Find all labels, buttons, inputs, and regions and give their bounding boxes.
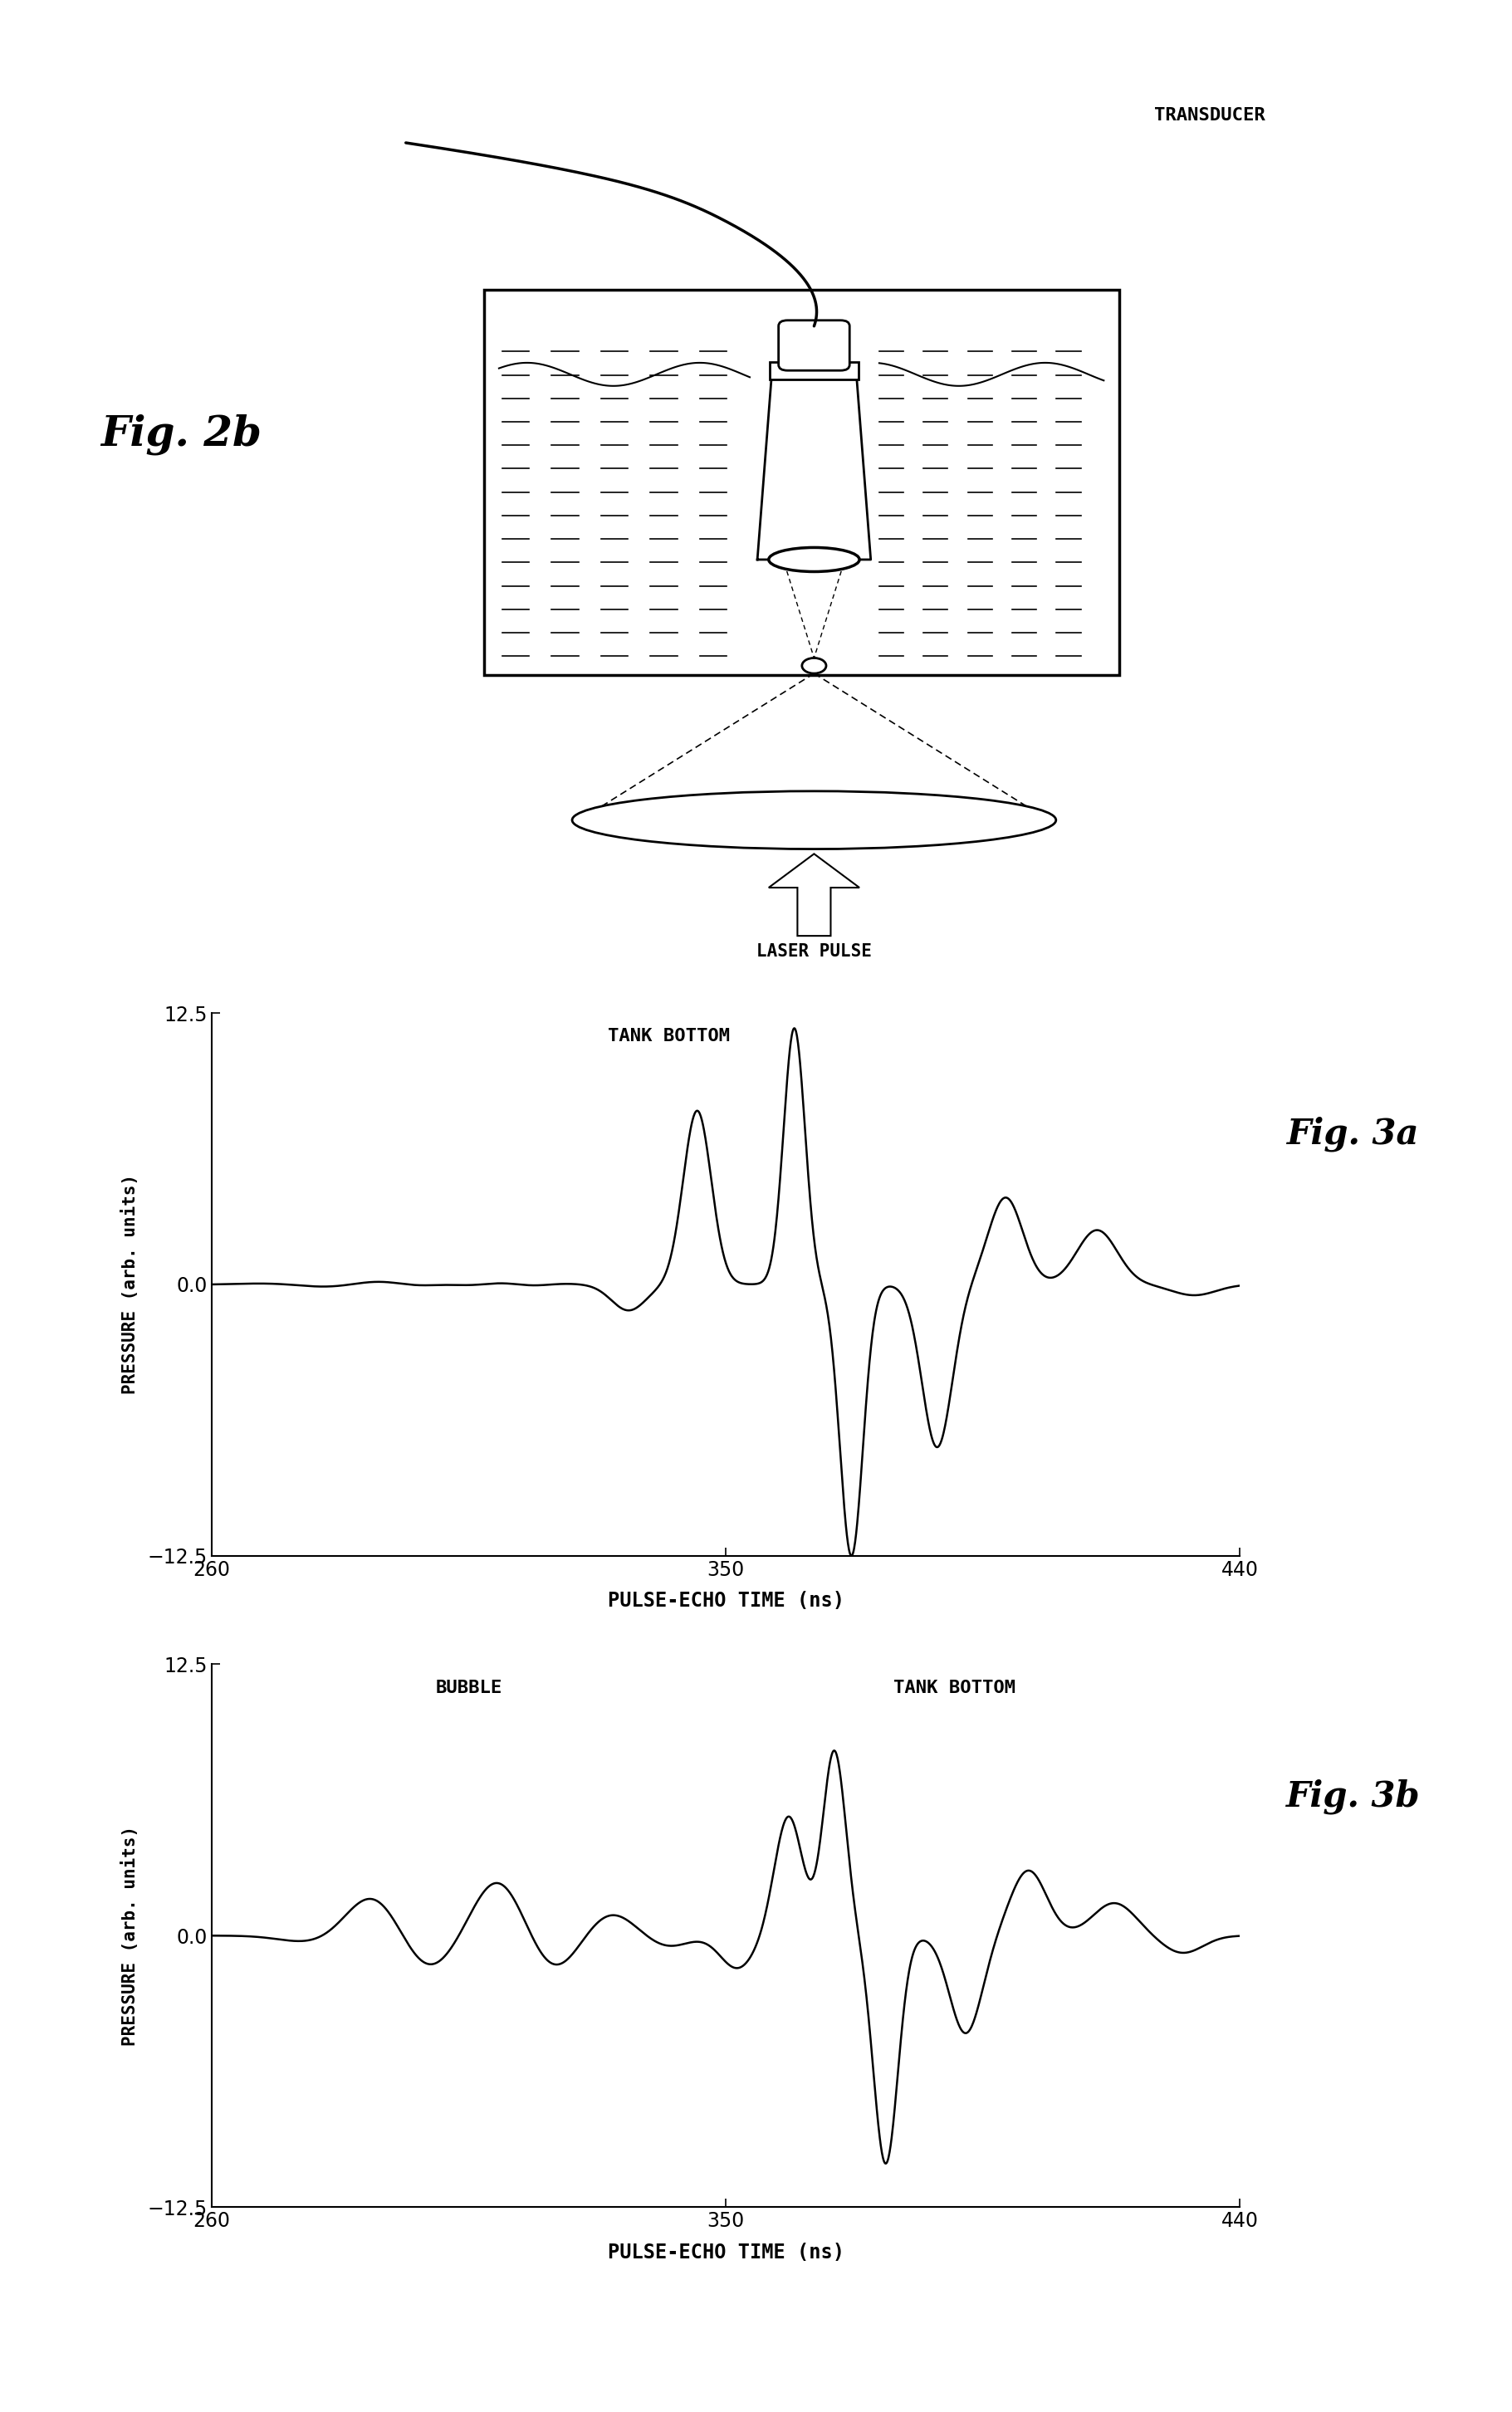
FancyBboxPatch shape [779, 321, 850, 371]
X-axis label: PULSE-ECHO TIME (ns): PULSE-ECHO TIME (ns) [608, 2243, 844, 2262]
X-axis label: PULSE-ECHO TIME (ns): PULSE-ECHO TIME (ns) [608, 1592, 844, 1611]
Y-axis label: PRESSURE (arb. units): PRESSURE (arb. units) [121, 1826, 139, 2045]
Text: Fig. 2b: Fig. 2b [101, 412, 262, 456]
Text: Fig. 3b: Fig. 3b [1287, 1780, 1420, 1814]
Text: TANK BOTTOM: TANK BOTTOM [608, 1028, 730, 1044]
Text: TRANSDUCER: TRANSDUCER [1154, 109, 1266, 123]
Text: BUBBLE: BUBBLE [435, 1679, 502, 1696]
Ellipse shape [768, 548, 859, 572]
Bar [770, 362, 859, 379]
Bar [484, 289, 1119, 675]
Y-axis label: PRESSURE (arb. units): PRESSURE (arb. units) [121, 1175, 139, 1394]
Circle shape [801, 658, 826, 673]
Polygon shape [758, 364, 871, 560]
Text: LASER PULSE: LASER PULSE [756, 943, 872, 960]
FancyArrow shape [768, 854, 859, 936]
Text: TANK BOTTOM: TANK BOTTOM [894, 1679, 1016, 1696]
Text: Fig. 3a: Fig. 3a [1287, 1117, 1420, 1151]
Ellipse shape [572, 791, 1055, 849]
